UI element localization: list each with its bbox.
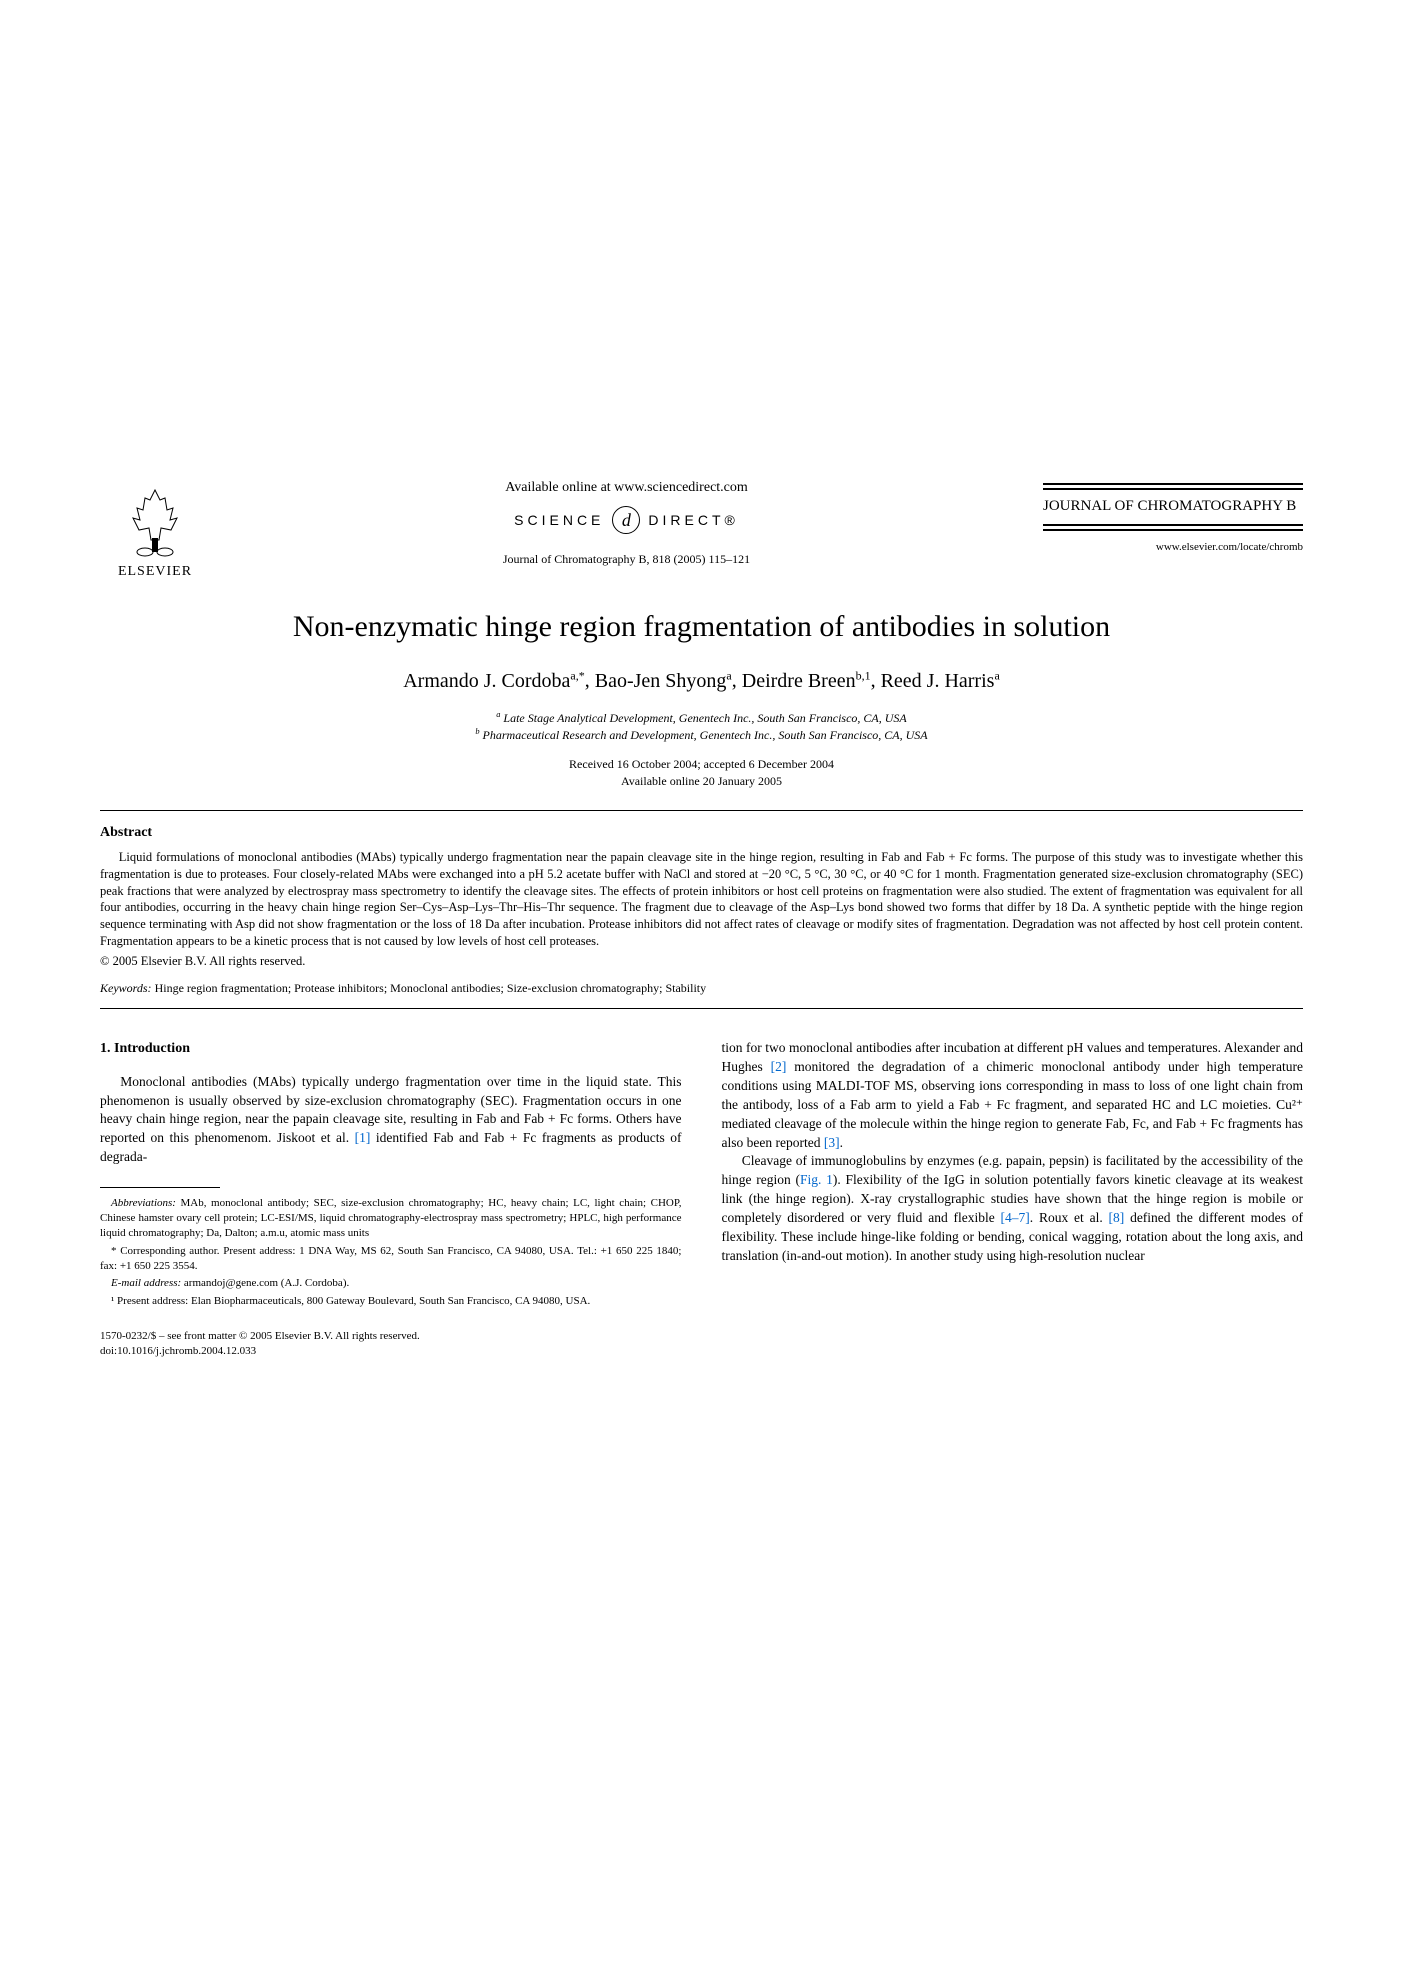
sd-left: SCIENCE (514, 512, 604, 528)
body-columns: 1. Introduction Monoclonal antibodies (M… (100, 1039, 1303, 1360)
author-3: Deirdre Breenb,1 (742, 670, 871, 692)
author-2: Bao-Jen Shyonga (595, 670, 732, 692)
intro-heading: 1. Introduction (100, 1039, 682, 1059)
divider-1 (100, 810, 1303, 811)
article-dates: Received 16 October 2004; accepted 6 Dec… (100, 756, 1303, 790)
footnote-separator (100, 1187, 220, 1188)
fig-1-link[interactable]: Fig. 1 (800, 1172, 833, 1187)
ref-1-link[interactable]: [1] (355, 1130, 371, 1145)
present-address-footnote: ¹ Present address: Elan Biopharmaceutica… (100, 1294, 682, 1309)
right-column: tion for two monoclonal antibodies after… (722, 1039, 1304, 1360)
journal-rule-bot (1043, 524, 1303, 526)
available-online-text: Available online at www.sciencedirect.co… (230, 480, 1023, 496)
received-date: Received 16 October 2004; accepted 6 Dec… (100, 756, 1303, 773)
keywords: Keywords: Hinge region fragmentation; Pr… (100, 981, 1303, 996)
authors-line: Armando J. Cordobaa,*, Bao-Jen Shyonga, … (100, 668, 1303, 693)
intro-para-2: tion for two monoclonal antibodies after… (722, 1039, 1304, 1152)
affiliation-a: a Late Stage Analytical Development, Gen… (100, 709, 1303, 727)
intro-para-1: Monoclonal antibodies (MAbs) typically u… (100, 1073, 682, 1167)
science-direct-logo: SCIENCE d DIRECT® (230, 506, 1023, 534)
left-column: 1. Introduction Monoclonal antibodies (M… (100, 1039, 682, 1360)
ref-8-link[interactable]: [8] (1109, 1210, 1125, 1225)
publisher-logo: ELSEVIER (100, 480, 210, 580)
abbrev-footnote: Abbreviations: MAb, monoclonal antibody;… (100, 1196, 682, 1241)
footnotes: Abbreviations: MAb, monoclonal antibody;… (100, 1196, 682, 1309)
keywords-text: Hinge region fragmentation; Protease inh… (155, 981, 707, 995)
journal-rule-top (1043, 483, 1303, 485)
article-title: Non-enzymatic hinge region fragmentation… (100, 610, 1303, 644)
journal-url: www.elsevier.com/locate/chromb (1043, 541, 1303, 553)
sd-right: DIRECT® (648, 512, 738, 528)
sd-icon: d (612, 506, 640, 534)
ref-3-link[interactable]: [3] (824, 1135, 840, 1150)
online-date: Available online 20 January 2005 (100, 773, 1303, 790)
elsevier-tree-icon (115, 480, 195, 560)
doi-block: 1570-0232/$ – see front matter © 2005 El… (100, 1329, 682, 1360)
keywords-label: Keywords: (100, 981, 152, 995)
center-header: Available online at www.sciencedirect.co… (210, 480, 1043, 567)
corresponding-footnote: * Corresponding author. Present address:… (100, 1244, 682, 1274)
journal-name: JOURNAL OF CHROMATOGRAPHY B (1043, 493, 1303, 521)
abstract-copyright: © 2005 Elsevier B.V. All rights reserved… (100, 954, 1303, 969)
ref-2-link[interactable]: [2] (771, 1059, 787, 1074)
abstract-heading: Abstract (100, 825, 1303, 841)
ref-4-7-link[interactable]: [4–7] (1001, 1210, 1030, 1225)
publisher-name: ELSEVIER (118, 564, 192, 580)
abstract-text: Liquid formulations of monoclonal antibo… (100, 849, 1303, 950)
journal-box: JOURNAL OF CHROMATOGRAPHY B www.elsevier… (1043, 480, 1303, 553)
affiliations: a Late Stage Analytical Development, Gen… (100, 709, 1303, 745)
divider-2 (100, 1008, 1303, 1009)
journal-header: ELSEVIER Available online at www.science… (100, 480, 1303, 580)
intro-para-3: Cleavage of immunoglobulins by enzymes (… (722, 1152, 1304, 1265)
author-1: Armando J. Cordobaa,* (403, 670, 585, 692)
journal-rule-top2 (1043, 488, 1303, 490)
doi-line: doi:10.1016/j.jchromb.2004.12.033 (100, 1344, 682, 1359)
journal-rule-bot2 (1043, 529, 1303, 531)
issn-line: 1570-0232/$ – see front matter © 2005 El… (100, 1329, 682, 1344)
author-4: Reed J. Harrisa (881, 670, 1000, 692)
affiliation-b: b Pharmaceutical Research and Developmen… (100, 726, 1303, 744)
email-footnote: E-mail address: armandoj@gene.com (A.J. … (100, 1276, 682, 1291)
citation-line: Journal of Chromatography B, 818 (2005) … (230, 552, 1023, 567)
